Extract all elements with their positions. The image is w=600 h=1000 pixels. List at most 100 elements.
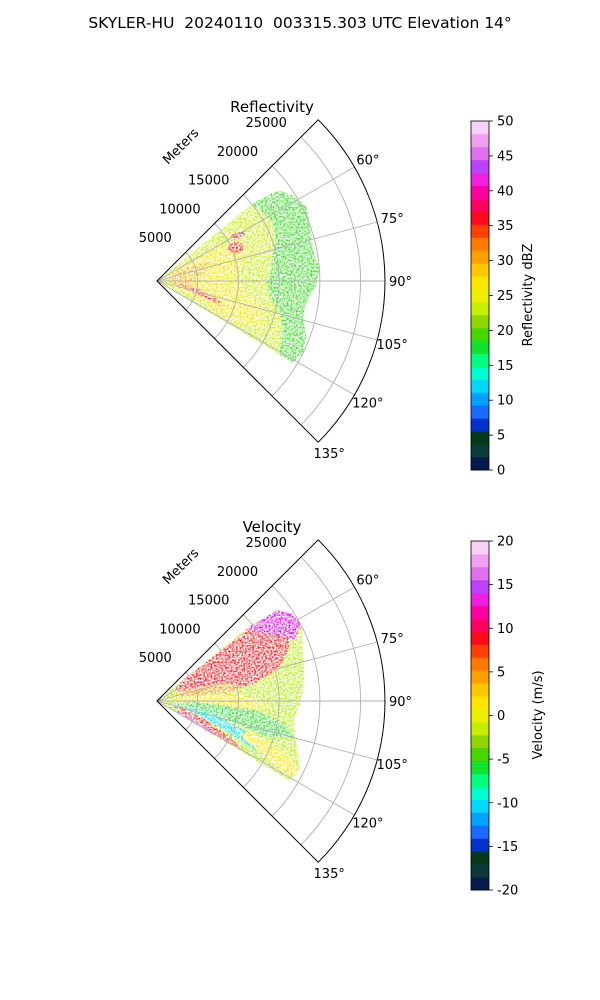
range-tick-label: 25000 <box>246 116 287 131</box>
colorbar-swatch <box>471 851 489 865</box>
colorbar-swatch <box>471 838 489 852</box>
colorbar-swatch <box>471 314 489 329</box>
colorbar-swatch <box>471 237 489 251</box>
reflectivity-colorbar-label: Reflectivity dBZ <box>521 244 536 347</box>
colorbar-swatch <box>471 366 489 380</box>
colorbar-swatch <box>471 263 489 277</box>
azimuth-tick-label: 60° <box>356 153 379 168</box>
colorbar-tick-label: 15 <box>497 578 514 593</box>
azimuth-tick-label: 120° <box>352 817 383 832</box>
colorbar-swatch <box>471 786 489 800</box>
azimuth-spoke <box>156 280 378 341</box>
azimuth-spoke <box>156 586 355 702</box>
range-tick-label: 10000 <box>159 202 200 217</box>
colorbar-swatch <box>471 618 489 632</box>
colorbar-swatch <box>471 721 489 736</box>
reflectivity-echo-core <box>171 283 223 303</box>
velocity-colorbar: -20 -15 -10 -5 0 5 10 15 20 <box>470 535 518 899</box>
colorbar-swatch <box>471 405 489 419</box>
colorbar-swatch <box>471 566 489 581</box>
colorbar-swatch <box>471 289 489 303</box>
velocity-echo-lower-yellow <box>240 731 300 777</box>
azimuth-tick-label: 120° <box>352 397 383 412</box>
colorbar-swatch <box>471 579 489 594</box>
colorbar-swatch <box>471 121 489 135</box>
colorbar-swatch <box>471 773 489 787</box>
reflectivity-axis-labels: 5000 10000 15000 20000 25000 60° 75° 90° 105° 120… <box>139 116 412 462</box>
colorbar-swatch <box>471 301 489 316</box>
colorbar-swatch <box>471 592 489 607</box>
range-tick-label: 15000 <box>188 174 229 189</box>
range-tick-label: 20000 <box>217 565 258 580</box>
velocity-echo-green <box>185 701 295 738</box>
colorbar-tick-label: 45 <box>497 149 514 164</box>
colorbar-tick-label: 0 <box>497 709 505 724</box>
azimuth-tick-label: 60° <box>356 573 379 588</box>
colorbar-swatch <box>471 340 489 355</box>
sector-outline <box>156 539 386 863</box>
range-tick-label: 5000 <box>139 231 172 246</box>
range-tick-label: 15000 <box>188 594 229 609</box>
colorbar-swatch <box>471 392 489 406</box>
colorbar-swatch <box>471 444 489 458</box>
colorbar-tick-label: 0 <box>497 464 505 479</box>
velocity-echo-yellow <box>165 694 271 710</box>
colorbar-swatch <box>471 877 489 891</box>
azimuth-spoke <box>156 700 355 816</box>
colorbar-swatch <box>471 159 489 174</box>
reflectivity-polar-grid <box>156 119 386 443</box>
colorbar-tick-label: 15 <box>497 359 514 374</box>
colorbar-swatch <box>471 825 489 839</box>
colorbar-swatch <box>471 657 489 671</box>
colorbar-swatch <box>471 327 489 342</box>
azimuth-tick-label: 90° <box>389 695 412 710</box>
azimuth-spoke <box>156 641 378 702</box>
colorbar-swatch <box>471 631 489 645</box>
colorbar-tick-label: 35 <box>497 219 514 234</box>
azimuth-spoke <box>156 221 378 282</box>
azimuth-tick-label: 75° <box>381 632 404 647</box>
colorbar-swatch <box>471 250 489 264</box>
reflectivity-echo-core <box>227 240 244 254</box>
colorbar-tick-label: 20 <box>497 324 514 339</box>
reflectivity-echo-core <box>231 230 246 241</box>
colorbar-swatch <box>471 670 489 684</box>
colorbar-swatch <box>471 431 489 445</box>
colorbar-swatch <box>471 709 489 723</box>
reflectivity-panel: Reflectivity 5000 10000 15000 20000 25000 60°… <box>139 98 536 479</box>
reflectivity-title: Reflectivity <box>230 98 314 116</box>
colorbar-tick-label: 30 <box>497 254 514 269</box>
figure-title: SKYLER-HU 20240110 003315.303 UTC Elevat… <box>88 14 512 32</box>
velocity-echo-orange <box>176 683 246 697</box>
azimuth-tick-label: 75° <box>381 212 404 227</box>
colorbar-swatch <box>471 864 489 878</box>
colorbar-swatch <box>471 133 489 148</box>
colorbar-tick-label: 5 <box>497 665 505 680</box>
azimuth-tick-label: 90° <box>389 275 412 290</box>
range-unit-label: Meters <box>160 546 202 588</box>
colorbar-swatch <box>471 683 489 697</box>
colorbar-swatch <box>471 276 489 290</box>
colorbar-tick-label: -15 <box>497 840 518 855</box>
velocity-polar-grid <box>156 539 386 863</box>
velocity-panel: Velocity 5000 10000 15000 20000 25000 60° 75° 9… <box>139 518 546 899</box>
velocity-echo-lower-red <box>172 705 243 749</box>
colorbar-swatch <box>471 747 489 762</box>
azimuth-spoke <box>156 280 355 396</box>
reflectivity-colorbar: 0 5 10 15 20 25 30 35 40 45 50 <box>470 115 514 479</box>
colorbar-tick-label: 50 <box>497 115 514 130</box>
velocity-echo-outbound-magenta <box>245 610 301 640</box>
sector-outline <box>156 119 386 443</box>
velocity-colorbar-label: Velocity (m/s) <box>531 670 546 759</box>
colorbar-swatch <box>471 644 489 658</box>
colorbar-swatch <box>471 799 489 813</box>
range-tick-label: 25000 <box>246 536 287 551</box>
colorbar-swatch <box>471 353 489 367</box>
colorbar-swatch <box>471 172 489 187</box>
colorbar-swatch <box>471 224 489 238</box>
azimuth-spoke <box>156 166 355 282</box>
velocity-axis-labels: 5000 10000 15000 20000 25000 60° 75° 90° 105° 120… <box>139 536 412 882</box>
azimuth-spoke <box>156 700 378 761</box>
